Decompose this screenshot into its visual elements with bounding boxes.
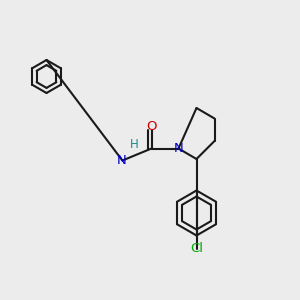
Text: Cl: Cl [190,242,203,256]
Text: O: O [146,120,157,134]
Text: H: H [129,137,138,151]
Text: N: N [174,142,183,155]
Text: N: N [117,154,126,167]
